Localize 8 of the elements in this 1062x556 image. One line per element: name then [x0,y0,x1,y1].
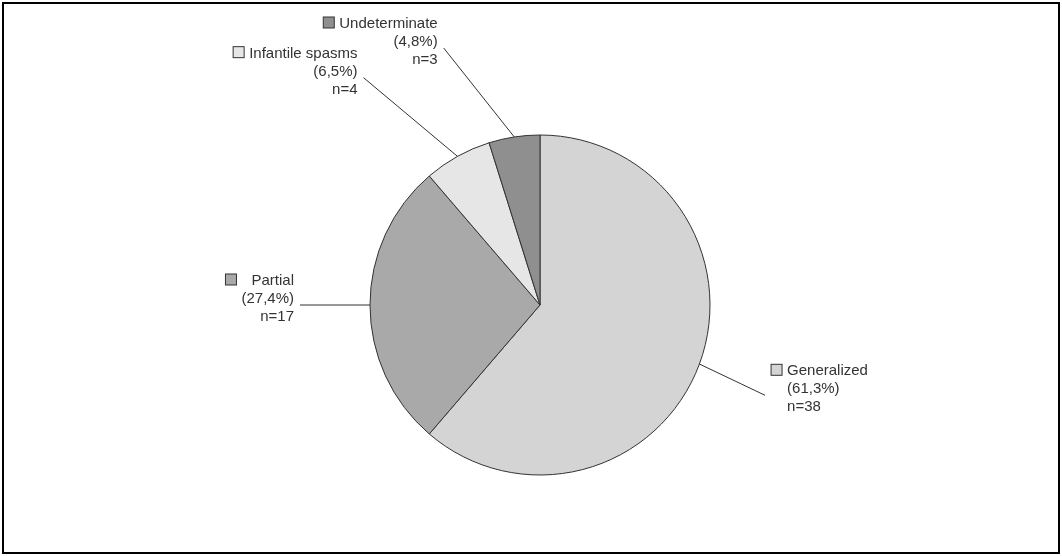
legend-label: Undeterminate [339,14,438,31]
legend-label: Generalized [787,361,868,379]
legend-label: Partial [251,271,294,288]
data-label: (27,4%) n=17 [241,289,294,324]
legend-label: Infantile spasms [249,43,358,61]
data-label: (4,8%) n=3 [393,32,438,67]
data-label: (61,3%) n=38 [787,379,840,415]
data-label: (6,5%) n=4 [313,61,358,97]
